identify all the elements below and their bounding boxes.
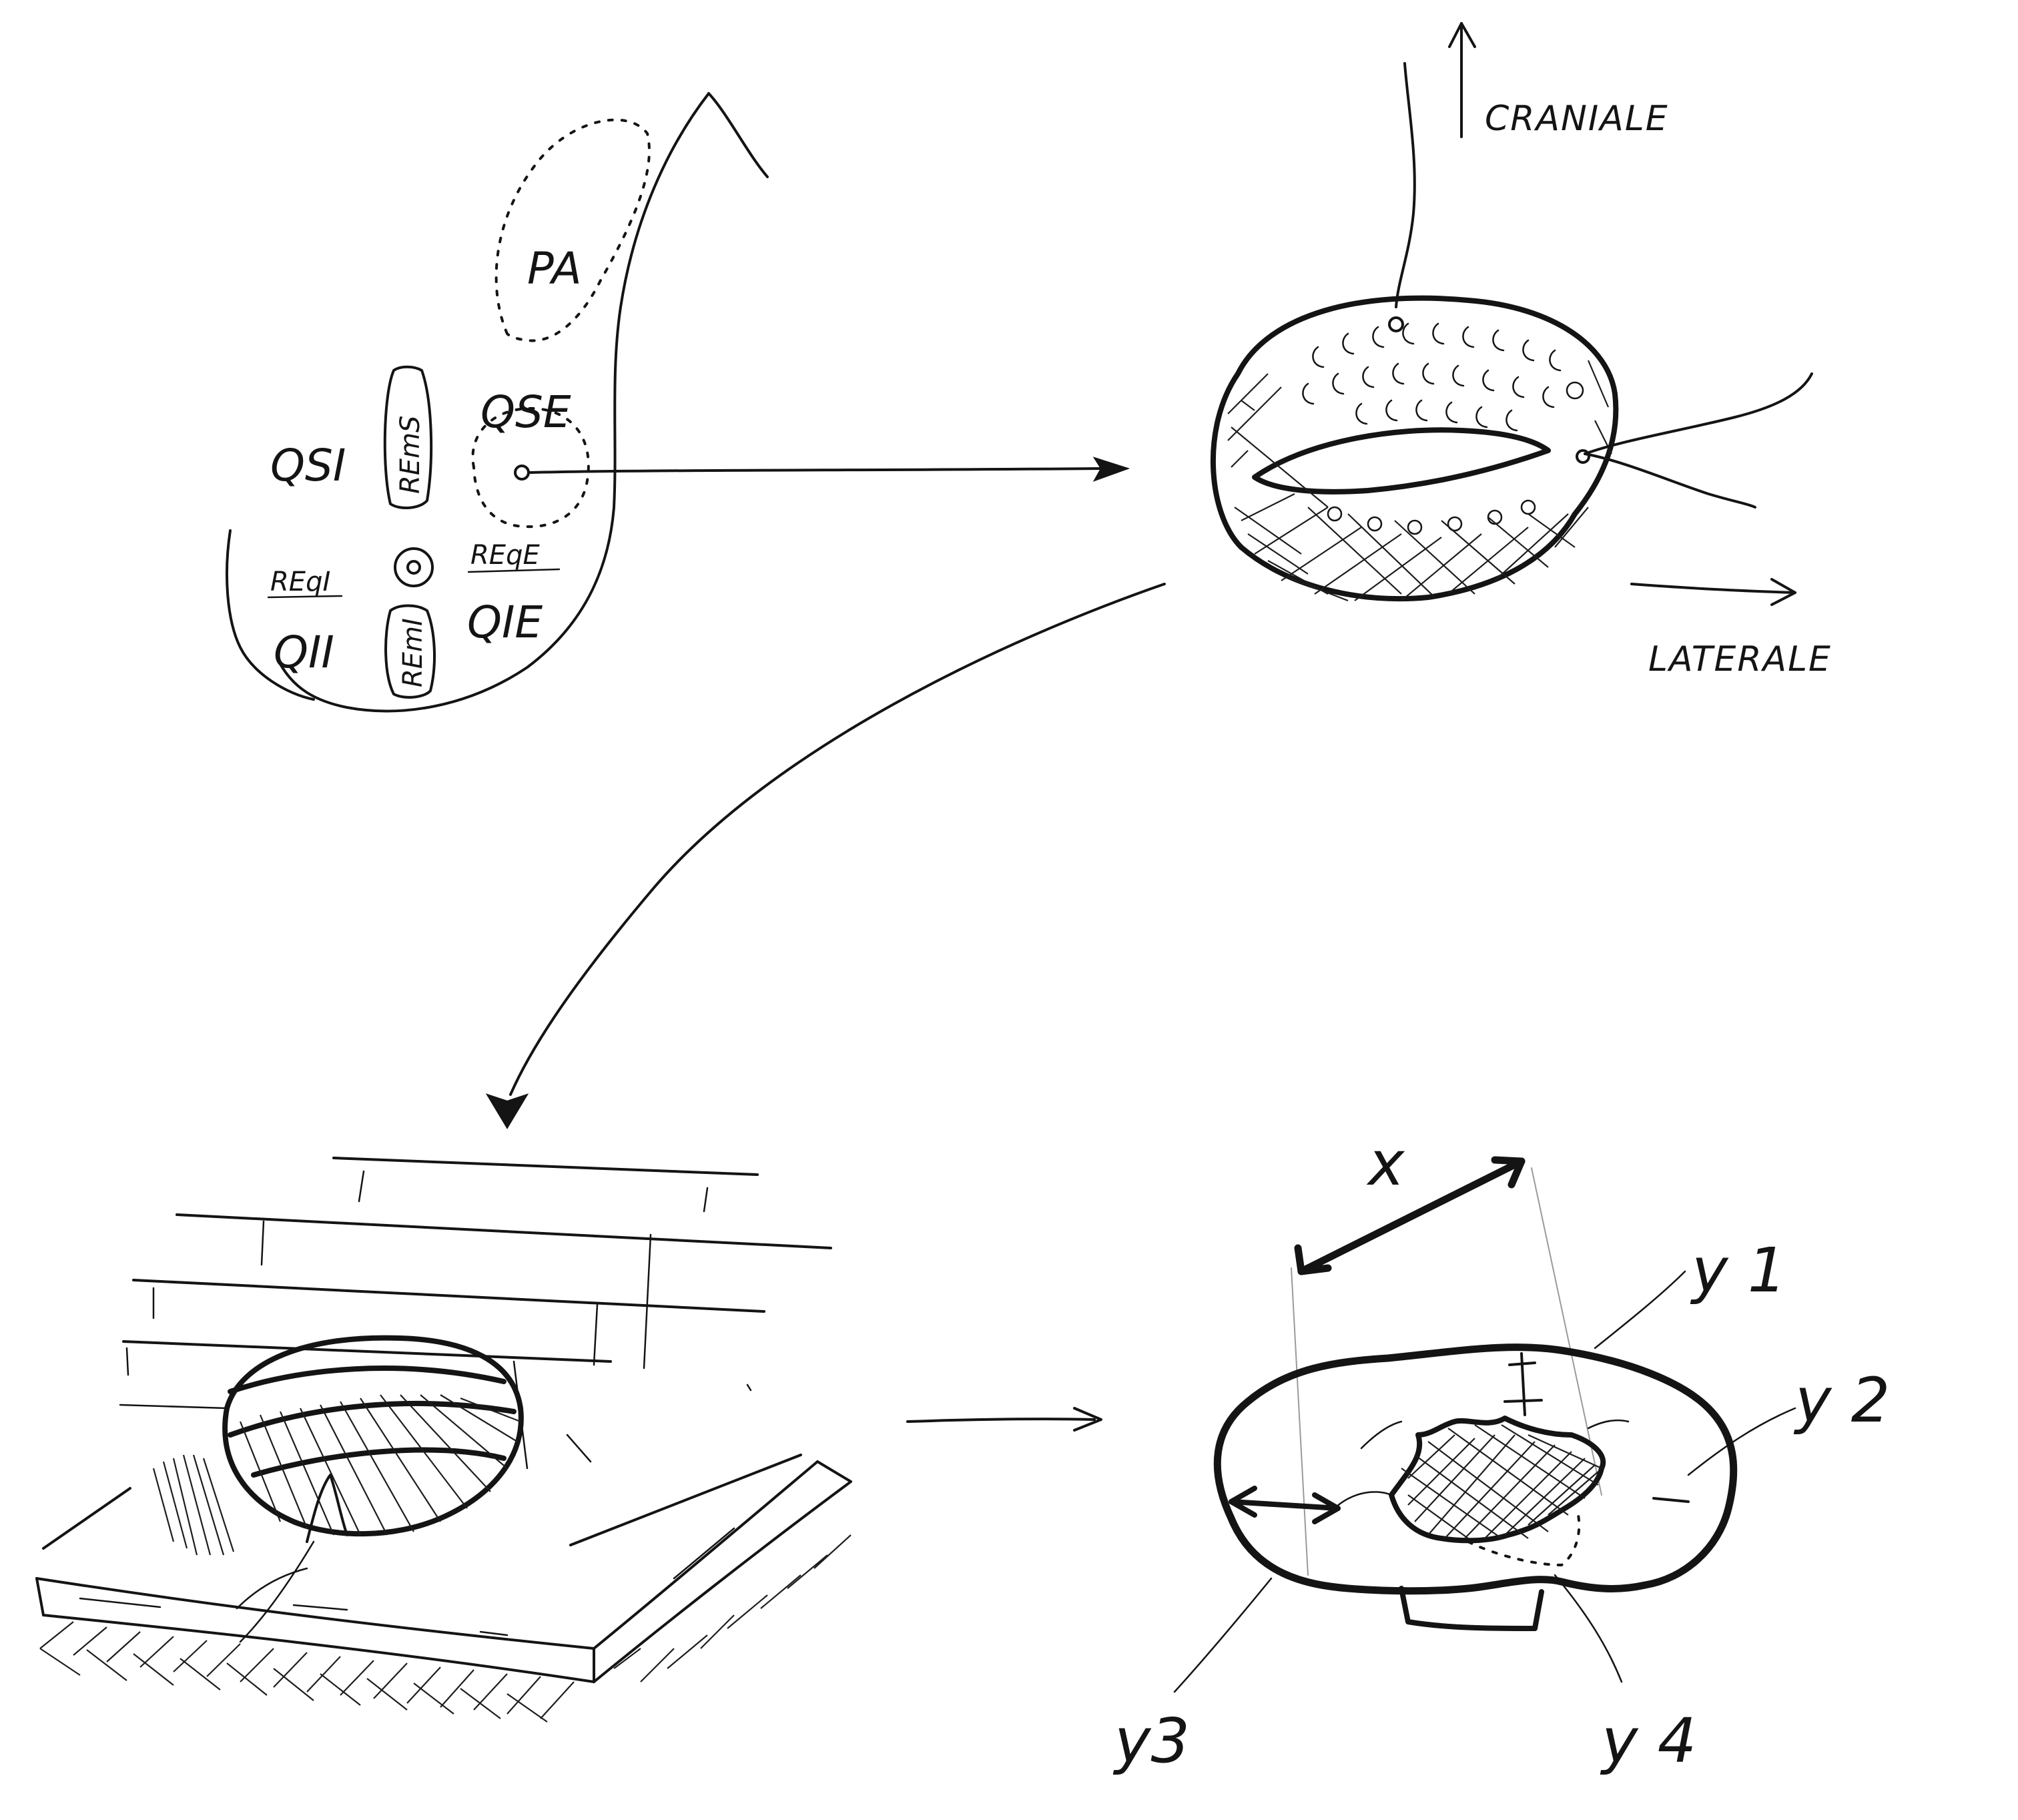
y1-tick-bottom — [1503, 1399, 1543, 1403]
board-right-edge-2 — [593, 1480, 852, 1683]
remi-box — [384, 604, 436, 699]
x-label: x — [1366, 1128, 1405, 1199]
breast-outline-right — [707, 92, 769, 178]
remi-label: REmI — [398, 618, 428, 687]
y3-arrow-right — [1312, 1492, 1341, 1524]
nipple-inner — [406, 560, 421, 575]
rege-underline — [467, 568, 561, 573]
nipple-outer — [394, 547, 434, 587]
lateral-suture-knot — [1576, 449, 1590, 464]
y3-leader — [1173, 1577, 1273, 1693]
board-right-edge-1 — [593, 1460, 819, 1650]
board-front-bottom — [42, 1614, 595, 1683]
slice-line-2 — [176, 1213, 832, 1249]
cranial-label: CRANIALE — [1485, 99, 1669, 139]
qse-label: QSE — [480, 386, 571, 438]
y4-label: y 4 — [1600, 1705, 1696, 1777]
qii-label: QII — [274, 627, 334, 678]
table-hatching — [39, 1534, 852, 1723]
slice-line-1 — [332, 1157, 759, 1176]
regi-label: REqI — [270, 567, 330, 597]
slice-outline — [1213, 1343, 1738, 1595]
pa-label: PA — [527, 243, 582, 294]
rems-box — [383, 365, 433, 509]
cranial-arrow-head — [1448, 22, 1476, 48]
y2-label: y 2 — [1793, 1365, 1890, 1436]
y1-leader — [1594, 1270, 1686, 1349]
board-top-left-edge — [42, 1487, 131, 1550]
lateral-arrow-head — [1770, 578, 1796, 606]
slice-inner-line-2 — [1360, 1420, 1403, 1450]
y4-leader — [1554, 1574, 1623, 1683]
board-specimen-stripe-2 — [228, 1400, 517, 1438]
board-front-top — [35, 1577, 595, 1650]
arrow-to-slices-head — [485, 1093, 529, 1129]
board-specimen-stripe-3 — [251, 1447, 507, 1478]
x-arrow — [1297, 1157, 1526, 1275]
arrow-to-specimen-head — [1092, 457, 1130, 482]
x-arrow-head-a — [1294, 1244, 1332, 1275]
ring-outer — [1210, 295, 1619, 602]
board-specimen-shading — [152, 1394, 521, 1556]
slice-inner-line-3 — [1587, 1419, 1630, 1430]
qse-zone — [471, 406, 590, 529]
y4-margin — [1467, 1514, 1581, 1566]
tumor-shading — [1401, 1424, 1602, 1539]
slicing-board — [35, 1157, 1102, 1723]
ring-opening — [1252, 427, 1551, 495]
y3-arrow-left — [1229, 1486, 1257, 1518]
lateral-arrow — [1630, 583, 1796, 594]
arrow-to-detail — [906, 1418, 1096, 1423]
cranial-suture-knot — [1388, 316, 1404, 332]
cranial-suture — [1395, 62, 1416, 308]
slice-detail: x y 1 y 2 y3 — [1112, 1128, 1890, 1777]
breast-quadrant-map: PA QSE QSI REmS REqI REqE QII REmI QIE — [226, 92, 1130, 713]
y2-leader — [1687, 1407, 1796, 1476]
board-lesion-leader — [236, 1567, 308, 1610]
y3-label: y3 — [1112, 1705, 1190, 1777]
breast-outline-left — [226, 529, 315, 701]
lateral-suture — [1584, 372, 1813, 455]
x-arrow-head-b — [1491, 1156, 1526, 1189]
rems-label: REmS — [395, 416, 426, 494]
arrow-to-specimen — [529, 467, 1102, 474]
board-right-edge-3 — [816, 1460, 852, 1483]
board-top-right-edge — [569, 1454, 802, 1546]
slice-notch — [1399, 1586, 1544, 1631]
board-lesion — [306, 1474, 348, 1543]
tumor-area — [1389, 1416, 1606, 1544]
lateral-label: LATERALE — [1648, 639, 1832, 679]
y1-label: y 1 — [1690, 1235, 1786, 1306]
specimen-ring: CRANIALE — [485, 22, 1832, 1129]
ring-crosshatch — [1227, 360, 1612, 602]
y2-measure — [1652, 1497, 1690, 1503]
slice-line-3 — [132, 1279, 765, 1313]
lesion-marker — [514, 465, 530, 481]
lateral-suture-tail — [1584, 452, 1756, 509]
board-lesion-leader-2 — [239, 1540, 315, 1643]
slice-line-4 — [122, 1340, 612, 1363]
arrow-to-detail-head — [1073, 1407, 1102, 1432]
fat-lobules — [1302, 322, 1584, 535]
x-guide-left — [1291, 1267, 1309, 1576]
regi-underline — [267, 595, 343, 599]
board-specimen-stripe-1 — [228, 1366, 507, 1394]
breast-outline — [279, 92, 710, 713]
rege-label: REqE — [470, 540, 540, 571]
arrow-to-slices — [509, 583, 1166, 1096]
board-specimen — [222, 1335, 524, 1537]
qsi-label: QSI — [270, 440, 346, 491]
y1-tick-top — [1508, 1361, 1536, 1366]
board-left-edge — [35, 1577, 45, 1616]
y3-measure — [1229, 1499, 1341, 1511]
qie-label: QIE — [467, 597, 543, 648]
pa-zone — [494, 118, 651, 342]
